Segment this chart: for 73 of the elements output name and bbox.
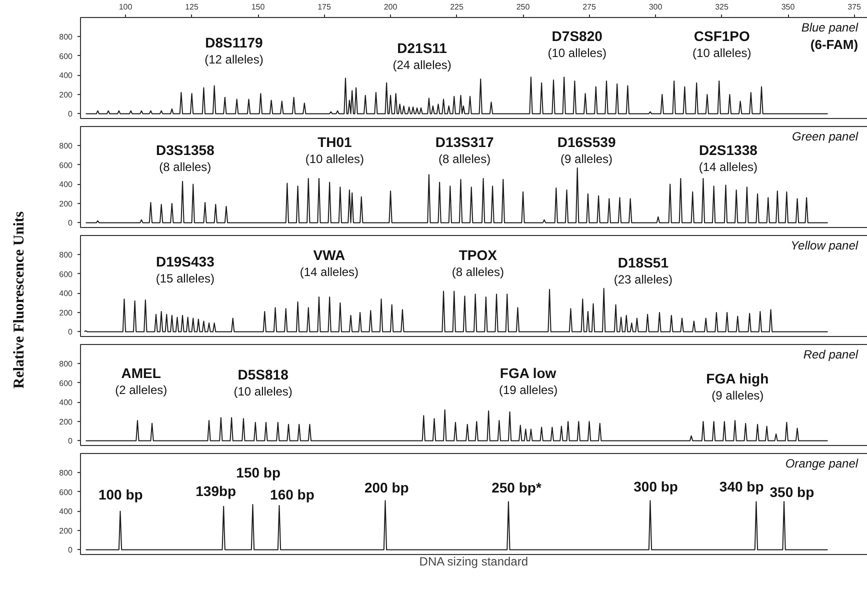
annotation: D8S1179 (12 alleles) [204, 34, 264, 67]
annotation: 160 bp [270, 486, 314, 502]
y-axis-title: Relative Fluorescence Units [10, 211, 28, 389]
y-tick-label: 600 [59, 488, 74, 497]
y-tick-label: 200 [59, 90, 74, 100]
x-tick-label: 150 [251, 2, 266, 12]
x-tick-label: 225 [450, 2, 464, 12]
y-tick-label: 800 [59, 142, 74, 151]
line-series [85, 76, 828, 114]
annotation: 139bp [196, 482, 236, 499]
y-tick-label: 400 [59, 507, 74, 516]
y-tick-label: 600 [59, 270, 74, 279]
annotation: 200 bp [364, 480, 409, 496]
annotation: 340 bp [719, 478, 764, 495]
y-tick-label: 600 [59, 160, 74, 170]
y-tick-label: 200 [59, 199, 74, 208]
line-series [84, 288, 828, 332]
annotation: D16S539 (9 alleles) [557, 134, 616, 166]
line-series [85, 409, 828, 442]
y-tick-label: 800 [59, 360, 74, 369]
y-tick-label: 0 [68, 218, 74, 228]
annotation: D7S820 (10 alleles) [548, 28, 606, 60]
annotation: D2S1338 (14 alleles) [698, 142, 758, 174]
annotation: 100 bp [98, 486, 143, 502]
x-tick-label: 125 [185, 2, 200, 12]
y-tick-label: 600 [59, 52, 74, 61]
annotation: FGA high (9 alleles) [706, 370, 769, 403]
y-tick-label: 200 [59, 526, 74, 536]
y-tick-label: 200 [59, 417, 74, 426]
annotation: Yellow panel [790, 238, 858, 253]
x-tick-label: 350 [781, 2, 796, 12]
annotation: CSF1PO (10 alleles) [692, 28, 752, 60]
annotation: D5S818 (10 alleles) [234, 366, 292, 398]
annotation: Orange panel [785, 456, 858, 471]
annotation: Green panel [792, 130, 858, 144]
annotation: D18S51 (23 alleles) [614, 254, 673, 286]
x-axis-title: DNA sizing standard [419, 554, 528, 568]
x-tick-label: 300 [648, 2, 663, 12]
y-tick-label: 400 [59, 398, 74, 408]
annotation: AMEL (2 alleles) [115, 364, 168, 397]
y-tick-label: 0 [68, 546, 74, 555]
y-tick-label: 200 [59, 308, 74, 318]
annotation: Blue panel (6-FAM) [801, 20, 858, 52]
y-tick-label: 0 [68, 110, 74, 119]
y-tick-label: 800 [59, 32, 74, 42]
annotation: D13S317 (8 alleles) [435, 134, 494, 166]
x-tick-label: 325 [715, 2, 729, 12]
x-tick-label: 175 [318, 2, 332, 12]
annotation: 350 bp [770, 484, 814, 500]
annotation: Red panel [803, 348, 858, 362]
annotation: D3S1358 (8 alleles) [156, 142, 215, 174]
y-tick-label: 400 [59, 289, 74, 298]
y-tick-label: 400 [59, 71, 74, 80]
annotation: TH01 (10 alleles) [305, 134, 364, 166]
x-tick-label: 100 [118, 2, 133, 12]
x-tick-label: 375 [848, 2, 862, 12]
y-tick-label: 600 [59, 378, 74, 388]
annotation: FGA low (19 alleles) [498, 364, 558, 397]
annotation: D19S433 (15 alleles) [156, 253, 215, 286]
annotation: 250 bp* [492, 480, 542, 496]
x-tick-label: 250 [516, 2, 530, 12]
annotation: VWA (14 alleles) [300, 247, 359, 280]
y-tick-label: 800 [59, 250, 74, 260]
y-tick-label: 400 [59, 180, 74, 190]
y-tick-label: 0 [68, 436, 74, 446]
x-tick-label: 200 [384, 2, 398, 12]
y-tick-label: 800 [59, 468, 74, 478]
y-tick-label: 0 [68, 328, 74, 337]
annotation: 300 bp [634, 478, 678, 495]
x-tick-label: 275 [582, 2, 596, 12]
annotation: D21S11 (24 alleles) [392, 40, 452, 72]
annotation: 150 bp [236, 464, 281, 480]
annotation: TPOX (8 alleles) [452, 247, 504, 280]
